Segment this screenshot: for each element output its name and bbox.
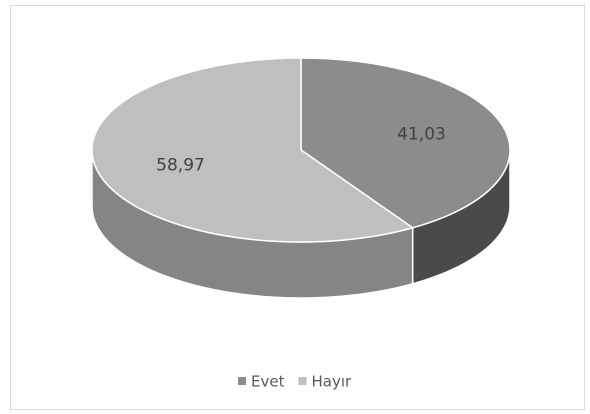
data-label: 41,03 — [397, 125, 446, 145]
pie-slice — [91, 57, 415, 243]
pie-slice — [300, 57, 511, 229]
data-label: 58,97 — [156, 155, 205, 175]
legend-label: Evet — [251, 373, 285, 391]
legend-swatch — [238, 377, 246, 385]
legend-label: Hayır — [311, 373, 352, 391]
legend-swatch — [298, 377, 307, 385]
